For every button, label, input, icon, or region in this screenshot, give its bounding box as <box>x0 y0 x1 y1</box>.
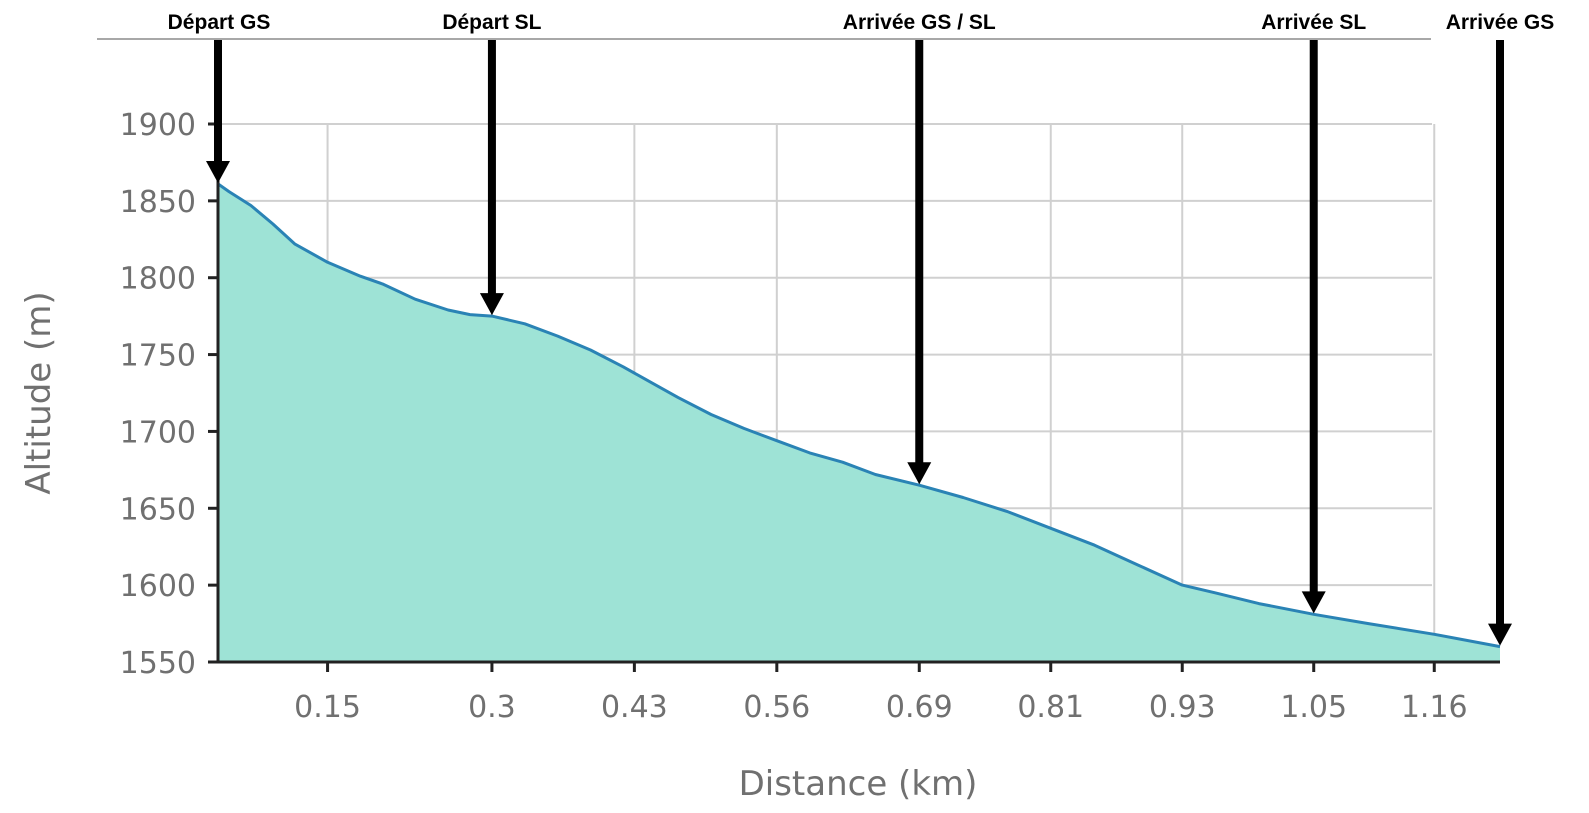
elevation-line <box>217 182 1501 649</box>
y-tick-label: 1900 <box>120 108 196 143</box>
y-axis-title: Altitude (m) <box>19 291 59 494</box>
y-tick-label: 1550 <box>120 646 196 681</box>
marker-label: Arrivée SL <box>1261 11 1366 34</box>
y-tick-label: 1800 <box>120 262 196 297</box>
y-tick-label: 1850 <box>120 185 196 220</box>
marker-arrow-head <box>907 462 932 485</box>
elevation-area <box>218 183 1500 662</box>
marker-label: Arrivée GS / SL <box>843 11 996 34</box>
axis-layer <box>208 122 1500 672</box>
y-tick-label: 1700 <box>120 415 196 450</box>
x-tick-label: 1.05 <box>1280 690 1347 725</box>
marker-label: Départ SL <box>442 11 541 34</box>
x-tick-label: 0.15 <box>294 690 361 725</box>
marker-label: Arrivée GS <box>1446 11 1555 34</box>
y-tick-label: 1750 <box>120 339 196 374</box>
x-tick-label: 0.56 <box>743 690 810 725</box>
x-tick-label: 0.43 <box>601 690 668 725</box>
x-tick-label: 0.69 <box>886 690 953 725</box>
x-tick-label: 1.16 <box>1401 690 1468 725</box>
marker-arrow-head <box>479 293 504 316</box>
y-tick-label: 1600 <box>120 569 196 604</box>
tick-label-layer: 1900 1850 1800 1750 1700 1650 1600 1550 0.15 0.3 0… <box>120 108 1468 725</box>
x-tick-label: 0.93 <box>1149 690 1216 725</box>
marker-arrow-head <box>1301 591 1326 614</box>
marker-arrow-head <box>206 160 230 183</box>
marker-label: Départ GS <box>168 11 271 34</box>
x-tick-label: 0.3 <box>468 690 516 725</box>
marker-arrow-head <box>1488 623 1512 646</box>
marker-layer: Départ GS Départ SL Arrivée GS / SL Arrivée… <box>168 11 1555 646</box>
y-tick-label: 1650 <box>120 492 196 527</box>
x-axis-title: Distance (km) <box>739 764 978 804</box>
x-tick-label: 0.81 <box>1017 690 1084 725</box>
area-layer <box>217 182 1501 662</box>
